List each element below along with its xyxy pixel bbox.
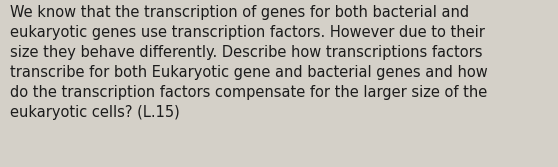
Text: We know that the transcription of genes for both bacterial and
eukaryotic genes : We know that the transcription of genes … — [10, 5, 488, 120]
